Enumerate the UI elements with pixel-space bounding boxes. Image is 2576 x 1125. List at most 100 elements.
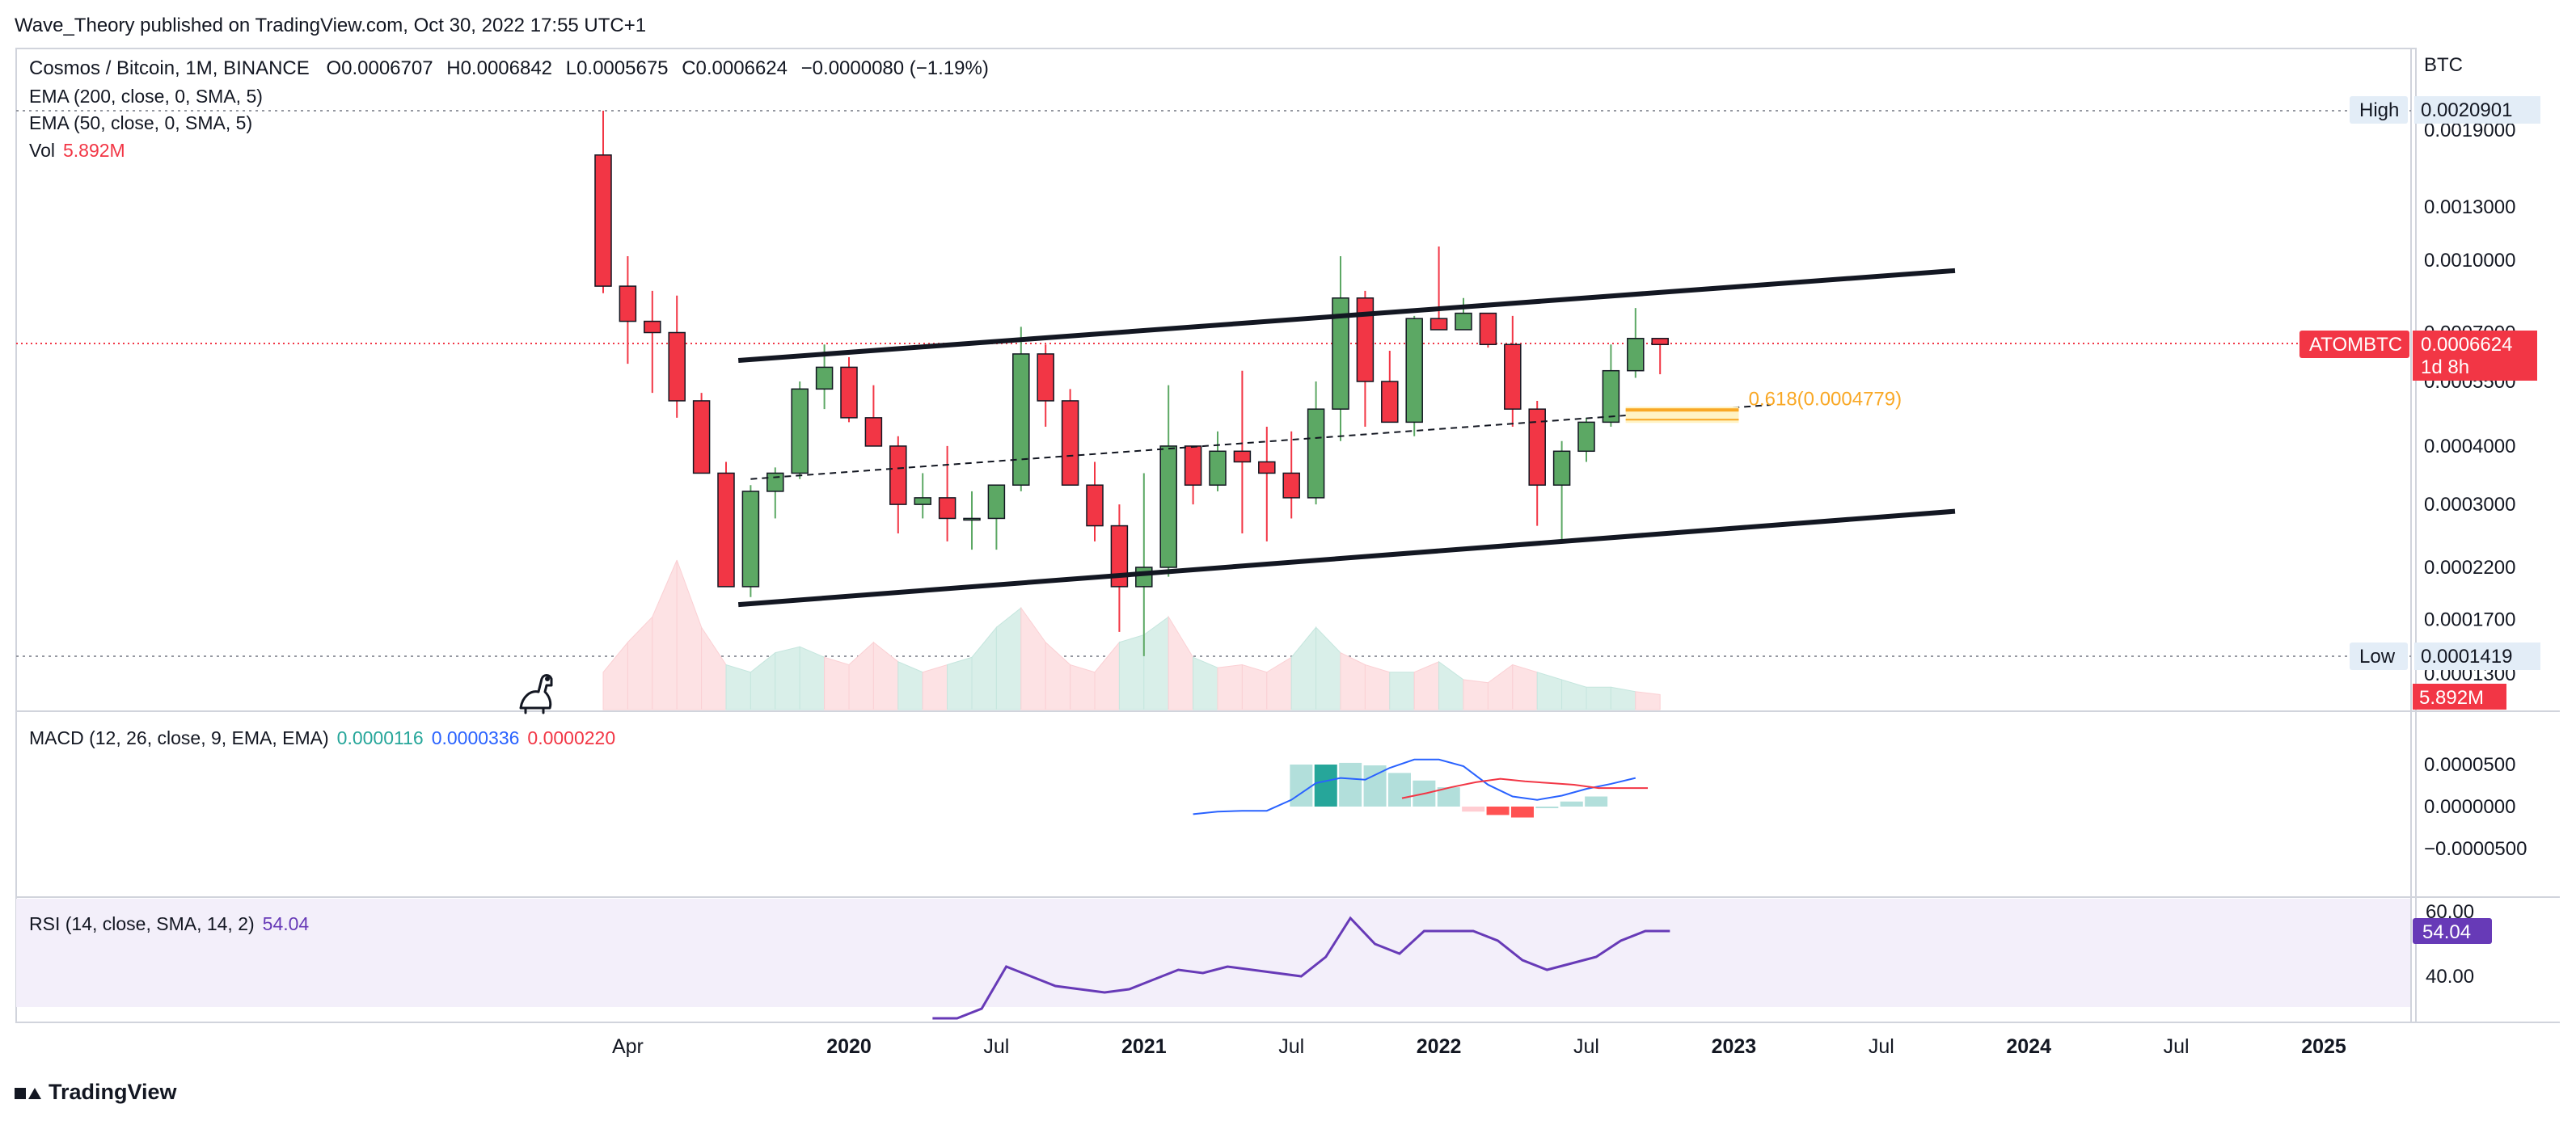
- candle-body: [1602, 369, 1620, 423]
- dino-icon: [519, 674, 553, 714]
- macd-layer: 0.0000500 0.0000000 −0.0000500: [1193, 754, 2527, 860]
- candle-body: [1159, 445, 1177, 568]
- volume-segment: [1070, 664, 1096, 710]
- candle-body: [766, 472, 784, 492]
- low-value: 0.0001419: [2421, 646, 2512, 668]
- candles-layer: [594, 111, 1669, 656]
- candle-body: [1332, 297, 1349, 410]
- time-tick-label: 2024: [2006, 1035, 2051, 1058]
- candle-body: [1504, 343, 1522, 410]
- price-tick-label: 0.0013000: [2424, 196, 2515, 218]
- high-tag-bg: [2350, 96, 2408, 124]
- volume-segment: [1364, 664, 1391, 710]
- volume-segment: [602, 641, 628, 710]
- time-tick-label: Apr: [612, 1035, 644, 1058]
- low-tag-bg: [2350, 643, 2408, 670]
- volume-segment: [872, 641, 899, 710]
- ohlc-header: Cosmos / Bitcoin, 1M, BINANCE O0.0006707…: [29, 57, 989, 80]
- candle-body: [1528, 408, 1546, 486]
- last-price: 0.0006624: [2421, 334, 2512, 356]
- price-tick-label: 0.0002200: [2424, 557, 2515, 579]
- volume-segment: [1586, 686, 1611, 710]
- brand-name: TradingView: [49, 1080, 177, 1104]
- bar-countdown: 1d 8h: [2421, 356, 2469, 378]
- candle-body: [1479, 312, 1497, 346]
- volume-segment: [1487, 664, 1514, 710]
- candle-body: [1012, 353, 1030, 486]
- ema200-legend[interactable]: EMA (200, close, 0, SMA, 5): [29, 86, 263, 107]
- candle-body: [1184, 445, 1202, 486]
- price-tick-label: 0.0003000: [2424, 494, 2515, 516]
- volume-segment: [1512, 664, 1538, 710]
- high-label: H: [446, 57, 461, 79]
- rsi-legend[interactable]: RSI (14, close, SMA, 14, 2) 54.04: [29, 913, 309, 935]
- volume-segment: [897, 661, 923, 710]
- symbol-name[interactable]: Cosmos / Bitcoin, 1M, BINANCE: [29, 57, 310, 79]
- volume-segment: [848, 641, 874, 710]
- fib-label: 0.618(0.0004779): [1749, 388, 1902, 410]
- volume-segment: [1413, 661, 1440, 710]
- candle-body: [619, 285, 637, 322]
- macd-histogram-bar: [1387, 773, 1411, 807]
- price-tick-label: 0.0010000: [2424, 250, 2515, 272]
- candle-body: [1651, 338, 1669, 346]
- candle-body: [1061, 400, 1079, 486]
- macd-histogram-bar: [1437, 787, 1460, 807]
- volume-segment: [1290, 626, 1317, 710]
- candle-body: [889, 445, 907, 505]
- candle-body: [1135, 567, 1153, 588]
- volume-segment: [1045, 641, 1071, 710]
- high-value-header: 0.0006842: [460, 57, 553, 79]
- rsi-legend-value: 54.04: [262, 913, 310, 934]
- ema50-legend[interactable]: EMA (50, close, 0, SMA, 5): [29, 112, 253, 133]
- volume-segment: [676, 559, 703, 710]
- low-value-bg: [2414, 643, 2540, 670]
- low-value-header: 0.0005675: [576, 57, 669, 79]
- macd-tick-label: −0.0000500: [2424, 838, 2527, 860]
- candle-body: [717, 472, 735, 588]
- volume-tag: 5.892M: [2419, 687, 2484, 709]
- volume-segment: [995, 607, 1022, 710]
- rsi-value-bg: [2413, 918, 2492, 944]
- rsi-legend-label: RSI (14, close, SMA, 14, 2): [29, 913, 255, 934]
- volume-segment: [750, 651, 776, 710]
- macd-line: [1193, 758, 1636, 815]
- volume-segment: [1241, 664, 1268, 710]
- volume-segment: [1217, 664, 1243, 710]
- candle-body: [1282, 472, 1300, 499]
- volume-segment: [1389, 672, 1415, 710]
- tradingview-brand[interactable]: TradingView: [15, 1080, 177, 1105]
- volume-segment: [1536, 672, 1563, 710]
- candle-body: [1455, 312, 1472, 331]
- candle-body: [815, 366, 834, 390]
- time-tick-label: Jul: [983, 1035, 1009, 1058]
- candle-body: [1577, 421, 1595, 453]
- macd-histogram-bar: [1486, 807, 1510, 815]
- low-label: L: [565, 57, 577, 79]
- symbol-tag: ATOMBTC: [2309, 334, 2402, 356]
- price-tick-label: 0.0004000: [2424, 436, 2515, 457]
- candle-body: [741, 491, 760, 588]
- candle-body: [1258, 461, 1276, 474]
- tradingview-logo-icon: [15, 1085, 42, 1101]
- volume-segment: [1561, 679, 1587, 710]
- volume-segment: [1438, 660, 1464, 710]
- volume-segment: [1315, 626, 1341, 710]
- volume-segment: [1463, 679, 1489, 710]
- low-tag: Low: [2359, 646, 2396, 668]
- macd-line-value: 0.0000336: [431, 727, 520, 748]
- chart-frame: [15, 48, 2417, 1023]
- close-label: C: [682, 57, 696, 79]
- candle-body: [914, 497, 931, 505]
- drawings-layer: 0.618(0.0004779): [737, 268, 1956, 608]
- volume-legend[interactable]: Vol 5.892M: [29, 140, 125, 162]
- rsi-value-tag: 54.04: [2422, 921, 2471, 943]
- candle-body: [1552, 450, 1571, 486]
- candle-body: [644, 320, 661, 334]
- high-tag: High: [2359, 99, 2399, 121]
- macd-legend[interactable]: MACD (12, 26, close, 9, EMA, EMA) 0.00001…: [29, 727, 615, 749]
- macd-histogram-bar: [1535, 807, 1559, 808]
- macd-tick-label: 0.0000000: [2424, 796, 2515, 818]
- rsi-line: [932, 916, 1670, 1020]
